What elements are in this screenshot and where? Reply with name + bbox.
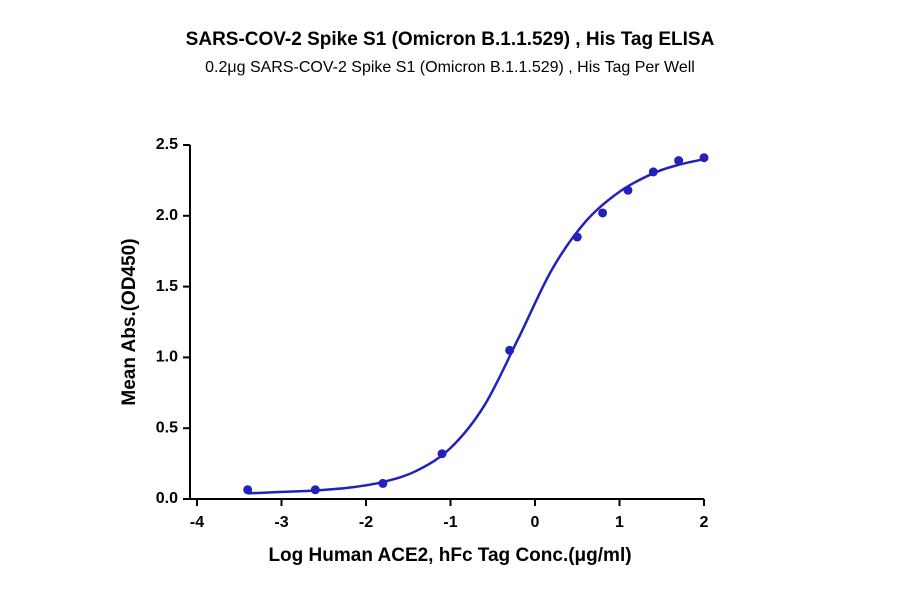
chart-subtitle: 0.2μg SARS-COV-2 Spike S1 (Omicron B.1.1… [205, 59, 695, 76]
data-point [674, 156, 684, 166]
y-tick-label: 0.5 [156, 419, 178, 436]
y-tick-label: 2.5 [156, 136, 178, 153]
fit-curve [247, 157, 705, 495]
y-tick-label: 0.0 [156, 490, 178, 507]
x-axis-label: Log Human ACE2, hFc Tag Conc.(μg/ml) [268, 545, 631, 566]
x-tick-label: 0 [531, 514, 540, 531]
y-tick-label: 1.0 [156, 349, 178, 366]
x-tick-label: -3 [274, 514, 288, 531]
x-tick-label: -4 [190, 514, 204, 531]
x-tick-label: -2 [359, 514, 373, 531]
data-point [598, 208, 608, 218]
x-tick-label: -1 [443, 514, 457, 531]
x-tick-label: 1 [615, 514, 624, 531]
y-axis-label: Mean Abs.(OD450) [119, 238, 140, 405]
x-tick-label: 2 [700, 514, 709, 531]
y-tick-label: 2.0 [156, 207, 178, 224]
y-tick-label: 1.5 [156, 278, 178, 295]
chart-title: SARS-COV-2 Spike S1 (Omicron B.1.1.529) … [186, 29, 715, 50]
